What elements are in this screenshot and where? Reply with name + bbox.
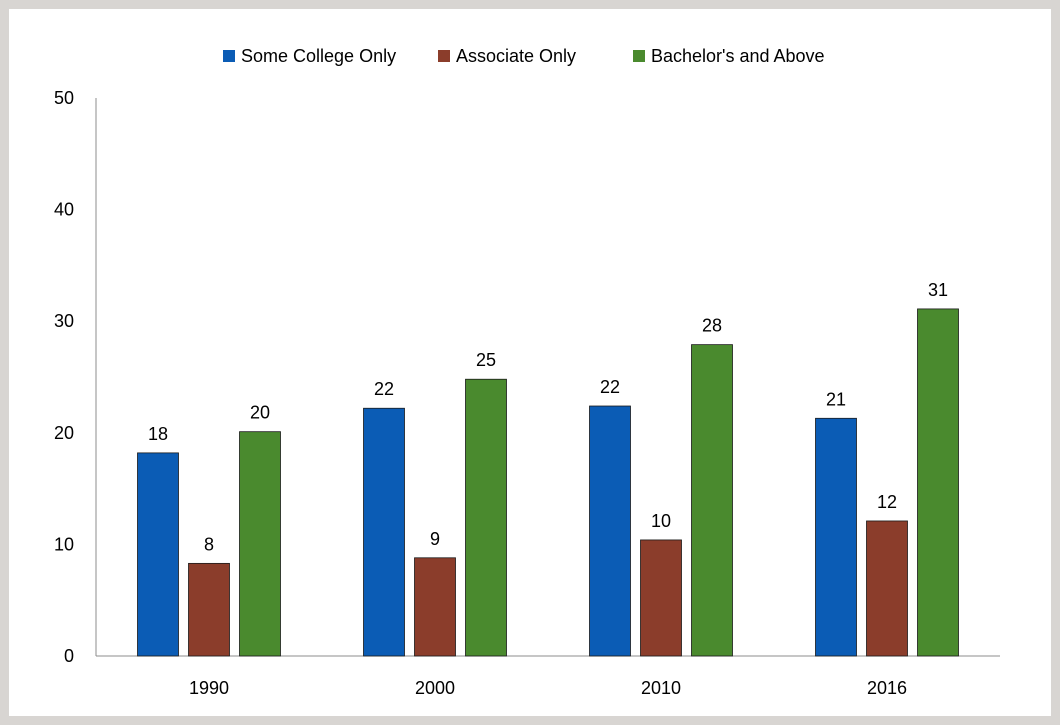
x-tick-label: 1990 xyxy=(189,678,229,698)
legend-swatch xyxy=(633,50,645,62)
y-tick-label: 50 xyxy=(54,88,74,108)
data-label: 20 xyxy=(250,403,270,423)
legend-label: Associate Only xyxy=(456,46,576,66)
bar xyxy=(239,431,281,657)
bar xyxy=(188,562,230,657)
legend-swatch xyxy=(223,50,235,62)
y-tick-label: 0 xyxy=(64,646,74,666)
legend-label: Some College Only xyxy=(241,46,396,66)
data-label: 21 xyxy=(826,389,846,409)
legend-swatch xyxy=(438,50,450,62)
bar xyxy=(866,520,908,657)
data-label: 25 xyxy=(476,350,496,370)
data-label: 22 xyxy=(600,377,620,397)
bar xyxy=(691,344,733,657)
y-tick-label: 40 xyxy=(54,200,74,220)
x-tick-label: 2000 xyxy=(415,678,455,698)
x-tick-label: 2016 xyxy=(867,678,907,698)
x-tick-label: 2010 xyxy=(641,678,681,698)
y-tick-label: 20 xyxy=(54,423,74,443)
bar xyxy=(815,417,857,657)
bar xyxy=(465,378,507,657)
data-label: 8 xyxy=(204,534,214,554)
bar xyxy=(640,539,682,657)
bar xyxy=(363,407,405,657)
bar xyxy=(414,557,456,657)
y-tick-label: 10 xyxy=(54,534,74,554)
data-label: 9 xyxy=(430,529,440,549)
data-label: 22 xyxy=(374,379,394,399)
data-label: 10 xyxy=(651,511,671,531)
y-tick-label: 30 xyxy=(54,311,74,331)
bar xyxy=(589,405,631,657)
data-label: 12 xyxy=(877,492,897,512)
data-label: 18 xyxy=(148,424,168,444)
legend-label: Bachelor's and Above xyxy=(651,46,825,66)
bar xyxy=(917,308,959,657)
data-label: 28 xyxy=(702,316,722,336)
data-label: 31 xyxy=(928,280,948,300)
bar xyxy=(137,452,179,657)
